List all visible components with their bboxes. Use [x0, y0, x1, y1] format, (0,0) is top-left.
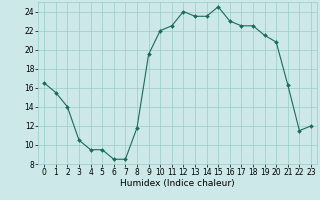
X-axis label: Humidex (Indice chaleur): Humidex (Indice chaleur): [120, 179, 235, 188]
